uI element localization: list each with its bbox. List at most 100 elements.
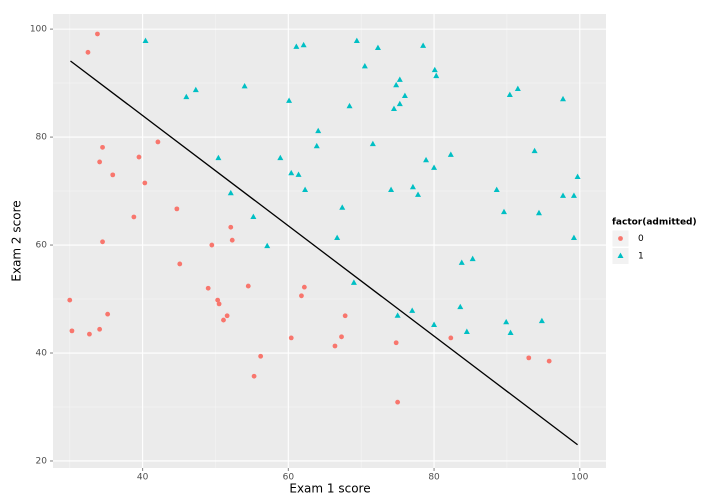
point (334, 234, 341, 241)
point (224, 313, 230, 319)
y-tick-label: 100 (30, 25, 47, 35)
x-tick-label: 60 (283, 473, 295, 483)
point (431, 66, 438, 73)
point (250, 213, 257, 219)
point (374, 44, 381, 51)
point (570, 234, 577, 241)
point (447, 151, 454, 157)
point (431, 321, 438, 327)
point (514, 85, 521, 92)
point (469, 255, 476, 262)
point (395, 399, 401, 405)
point (301, 284, 307, 290)
point (315, 127, 322, 134)
legend-title: factor(admitted) (612, 218, 697, 228)
point (369, 140, 376, 147)
point (209, 242, 215, 248)
point (409, 183, 416, 190)
x-tick-label: 80 (428, 473, 440, 483)
point (241, 82, 248, 89)
point (396, 100, 403, 107)
point (574, 173, 581, 180)
point (361, 62, 368, 69)
point (526, 355, 532, 361)
point (506, 91, 513, 97)
y-tick-label: 60 (36, 241, 48, 251)
point (177, 261, 183, 267)
point (87, 331, 92, 337)
point (228, 224, 234, 230)
point (251, 373, 257, 379)
point (342, 313, 348, 319)
point (277, 154, 284, 161)
point (299, 293, 304, 299)
point (570, 192, 577, 198)
point (192, 86, 199, 93)
point (288, 335, 294, 341)
point (67, 297, 73, 303)
point (415, 191, 422, 197)
point (85, 49, 91, 55)
point (458, 259, 465, 265)
point (100, 239, 105, 245)
point (346, 102, 353, 109)
x-tick-label: 40 (137, 473, 149, 483)
point (401, 92, 408, 99)
point (215, 154, 222, 161)
point (97, 326, 103, 332)
y-axis-title: Exam 2 score (10, 200, 24, 281)
point (396, 76, 403, 82)
x-axis-title: Exam 1 score (289, 482, 370, 496)
point (503, 318, 510, 325)
point (205, 285, 211, 291)
plot-panel (53, 14, 606, 468)
point (227, 189, 234, 196)
point (493, 186, 500, 192)
legend-label: 0 (638, 234, 644, 244)
point (393, 81, 400, 88)
point (258, 353, 264, 359)
point (339, 204, 346, 210)
point (142, 180, 148, 186)
boundary-line (70, 60, 578, 446)
point (353, 37, 360, 43)
point (286, 97, 293, 103)
point (229, 237, 235, 243)
x-tick-label: 100 (571, 473, 588, 483)
point (560, 192, 567, 198)
legend-label: 1 (638, 252, 644, 262)
point (393, 340, 399, 346)
point (350, 279, 357, 285)
point (221, 317, 226, 323)
legend-marker (618, 236, 623, 241)
point (394, 312, 401, 318)
point (302, 186, 309, 192)
point (339, 334, 344, 340)
point (313, 142, 320, 149)
point (531, 147, 538, 154)
point (142, 37, 149, 43)
point (215, 297, 221, 303)
y-tick-label: 80 (36, 133, 48, 143)
point (295, 171, 302, 177)
point (95, 31, 100, 37)
point (174, 206, 180, 212)
point (97, 159, 103, 165)
legend-marker (617, 252, 624, 258)
point (463, 328, 470, 334)
point (420, 42, 427, 48)
point (535, 209, 542, 216)
y-tick-label: 20 (36, 456, 48, 466)
point (293, 43, 300, 49)
point (69, 328, 75, 334)
point (131, 214, 137, 220)
point (560, 95, 567, 102)
point (448, 335, 454, 341)
point (433, 72, 440, 79)
point (390, 105, 397, 112)
point (500, 208, 507, 215)
point (507, 329, 514, 336)
point (264, 242, 271, 249)
point (110, 172, 116, 178)
